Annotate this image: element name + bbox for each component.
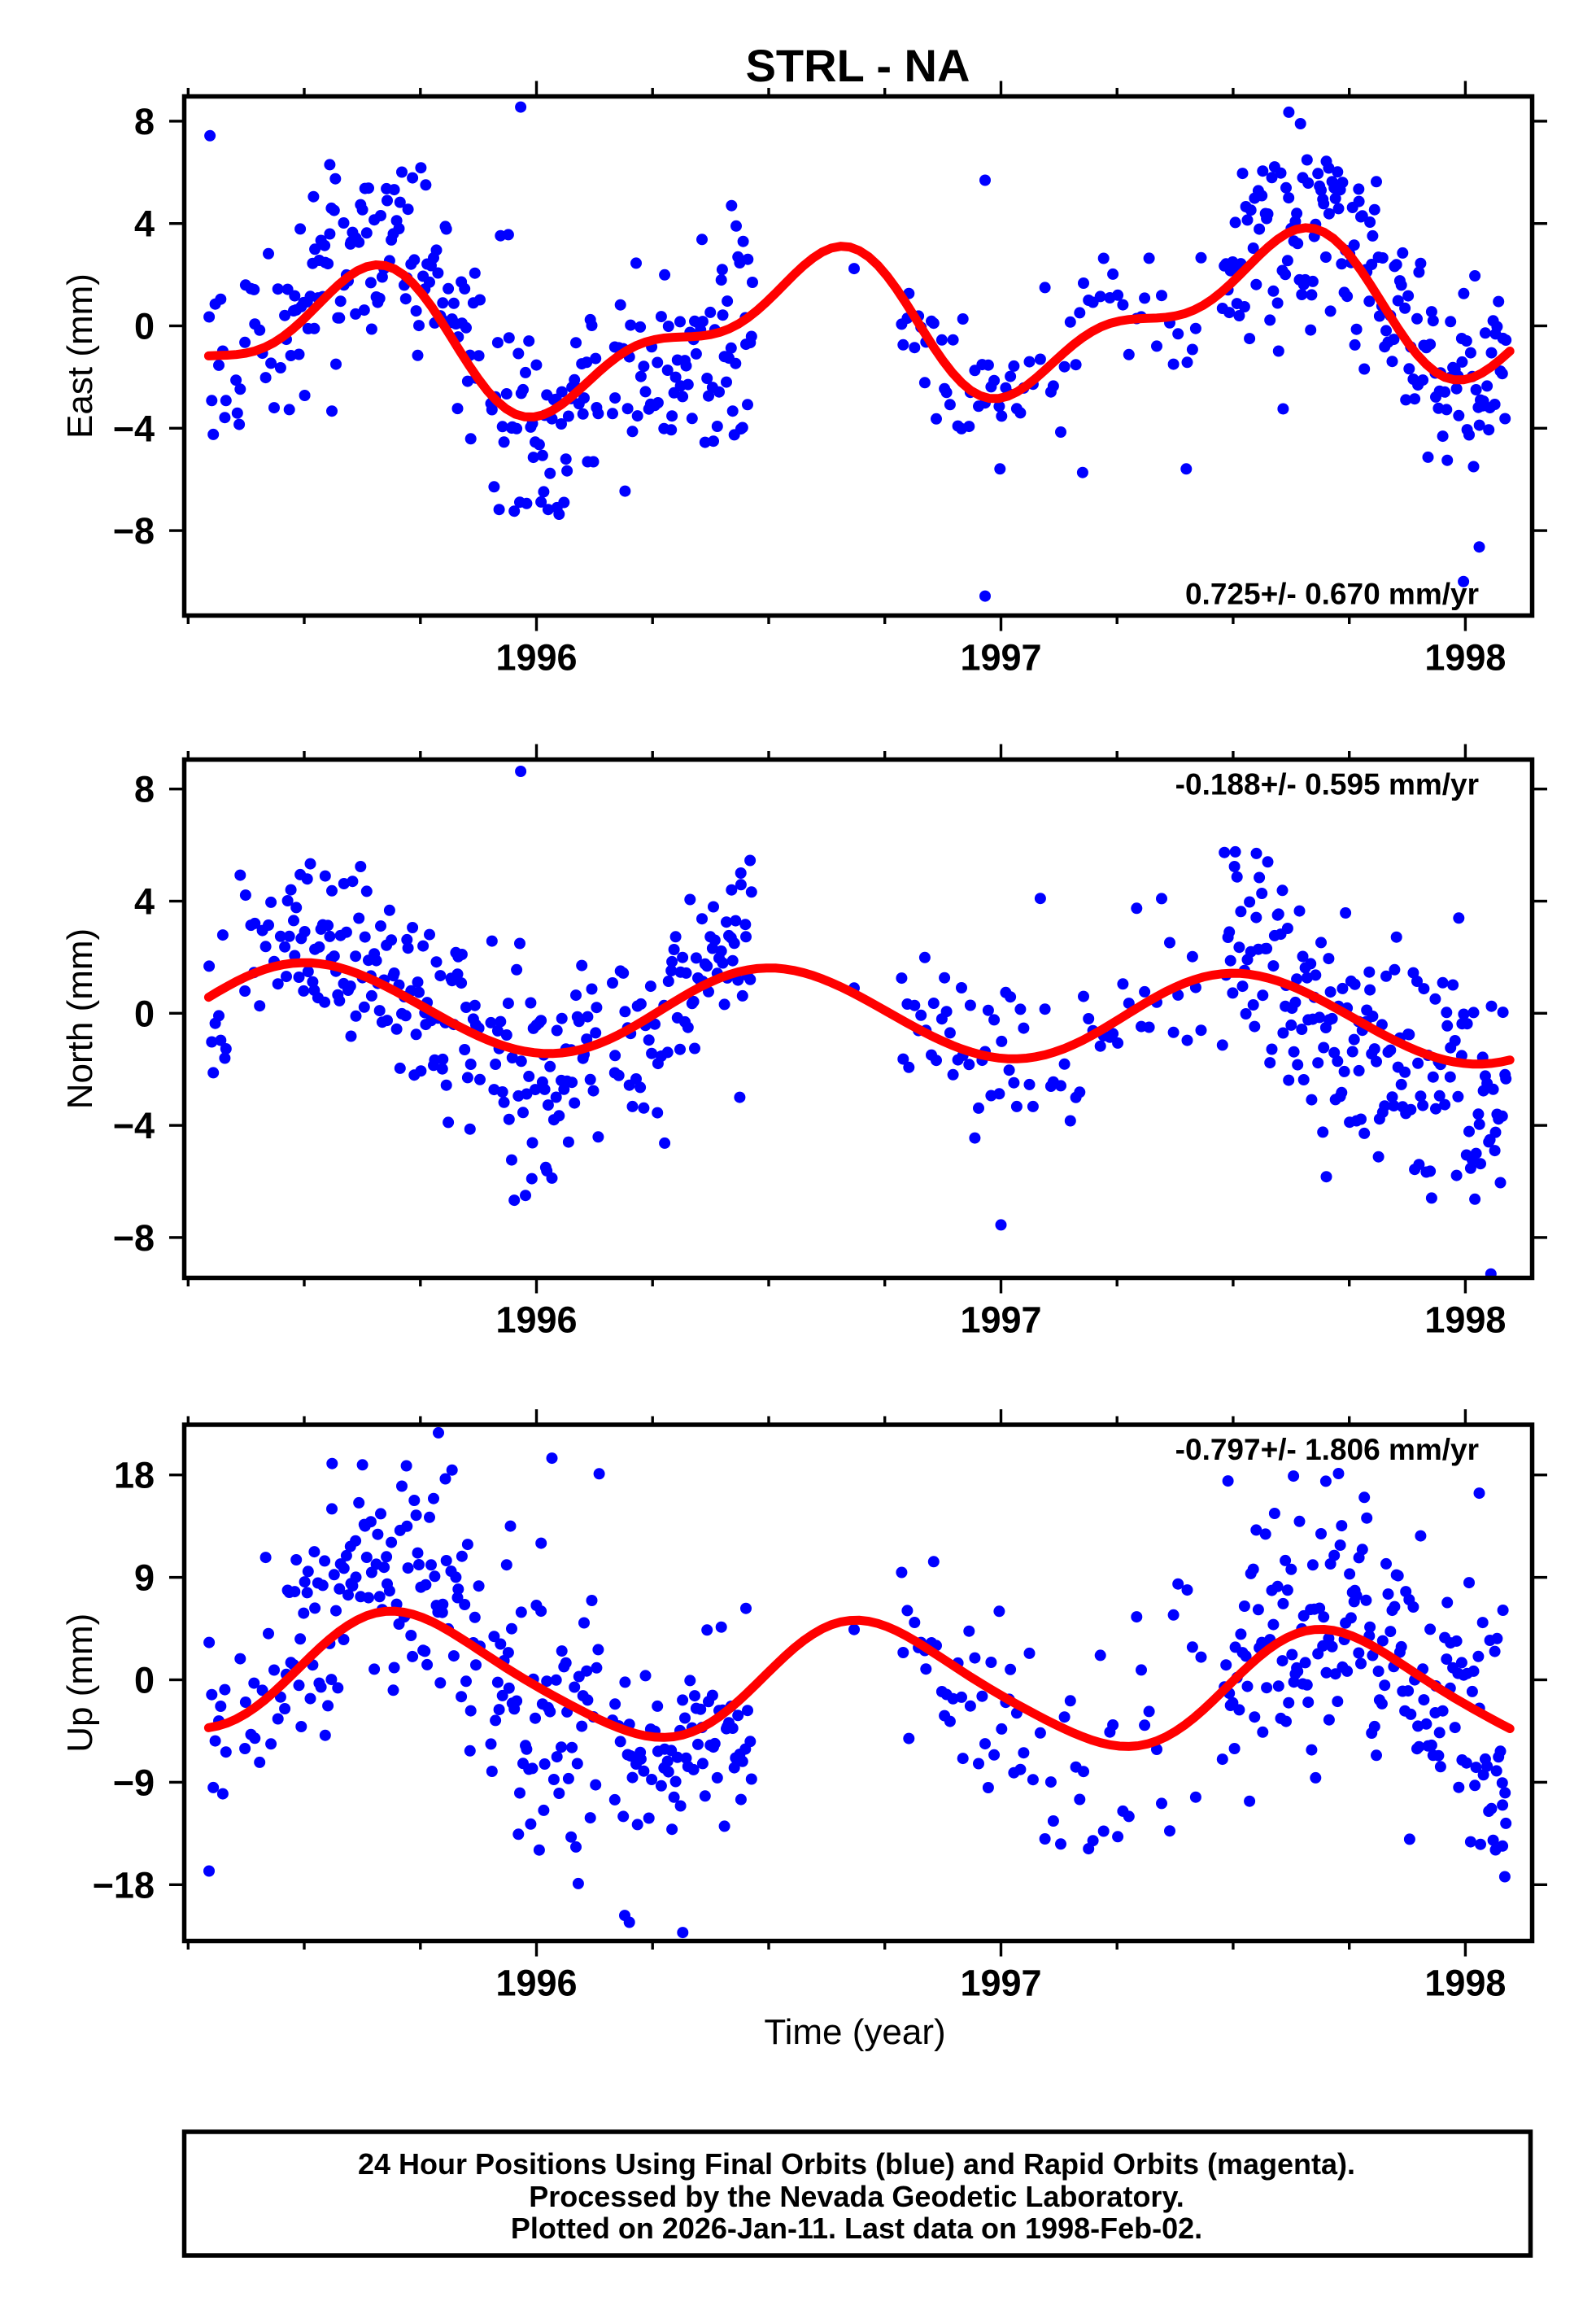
svg-text:1998: 1998 <box>1424 1963 1506 2004</box>
svg-text:North (mm): North (mm) <box>60 928 100 1109</box>
svg-text:East (mm): East (mm) <box>60 273 100 439</box>
svg-text:−4: −4 <box>113 1105 155 1146</box>
svg-text:1996: 1996 <box>495 1299 577 1341</box>
svg-text:STRL - NA: STRL - NA <box>746 40 970 91</box>
svg-text:0: 0 <box>134 306 155 347</box>
svg-text:1996: 1996 <box>495 637 577 679</box>
svg-text:1997: 1997 <box>960 637 1041 679</box>
svg-text:-0.797+/- 1.806 mm/yr: -0.797+/- 1.806 mm/yr <box>1175 1433 1479 1466</box>
svg-text:1996: 1996 <box>495 1963 577 2004</box>
svg-text:Time (year): Time (year) <box>764 2012 945 2052</box>
svg-text:24 Hour Positions Using Final: 24 Hour Positions Using Final Orbits (bl… <box>358 2147 1355 2181</box>
svg-text:0: 0 <box>134 1660 155 1701</box>
svg-text:Plotted on 2026-Jan-11. Last d: Plotted on 2026-Jan-11. Last data on 199… <box>511 2212 1202 2245</box>
svg-text:8: 8 <box>134 101 155 142</box>
svg-text:0.725+/- 0.670 mm/yr: 0.725+/- 0.670 mm/yr <box>1185 578 1479 611</box>
svg-text:Up (mm): Up (mm) <box>60 1614 100 1753</box>
svg-text:1998: 1998 <box>1424 637 1506 679</box>
svg-text:1997: 1997 <box>960 1963 1041 2004</box>
svg-text:−18: −18 <box>93 1864 155 1906</box>
svg-text:Processed by the Nevada Geodet: Processed by the Nevada Geodetic Laborat… <box>529 2180 1184 2213</box>
svg-text:−8: −8 <box>113 1217 155 1259</box>
svg-text:4: 4 <box>134 881 155 923</box>
svg-text:8: 8 <box>134 769 155 810</box>
svg-text:0: 0 <box>134 993 155 1034</box>
svg-text:−9: −9 <box>113 1762 155 1803</box>
svg-text:−8: −8 <box>113 510 155 552</box>
svg-text:-0.188+/- 0.595 mm/yr: -0.188+/- 0.595 mm/yr <box>1175 768 1479 801</box>
svg-text:4: 4 <box>134 203 155 245</box>
svg-text:1998: 1998 <box>1424 1299 1506 1341</box>
svg-text:1997: 1997 <box>960 1299 1041 1341</box>
svg-text:18: 18 <box>114 1455 155 1496</box>
svg-text:9: 9 <box>134 1557 155 1599</box>
svg-text:−4: −4 <box>113 408 155 449</box>
